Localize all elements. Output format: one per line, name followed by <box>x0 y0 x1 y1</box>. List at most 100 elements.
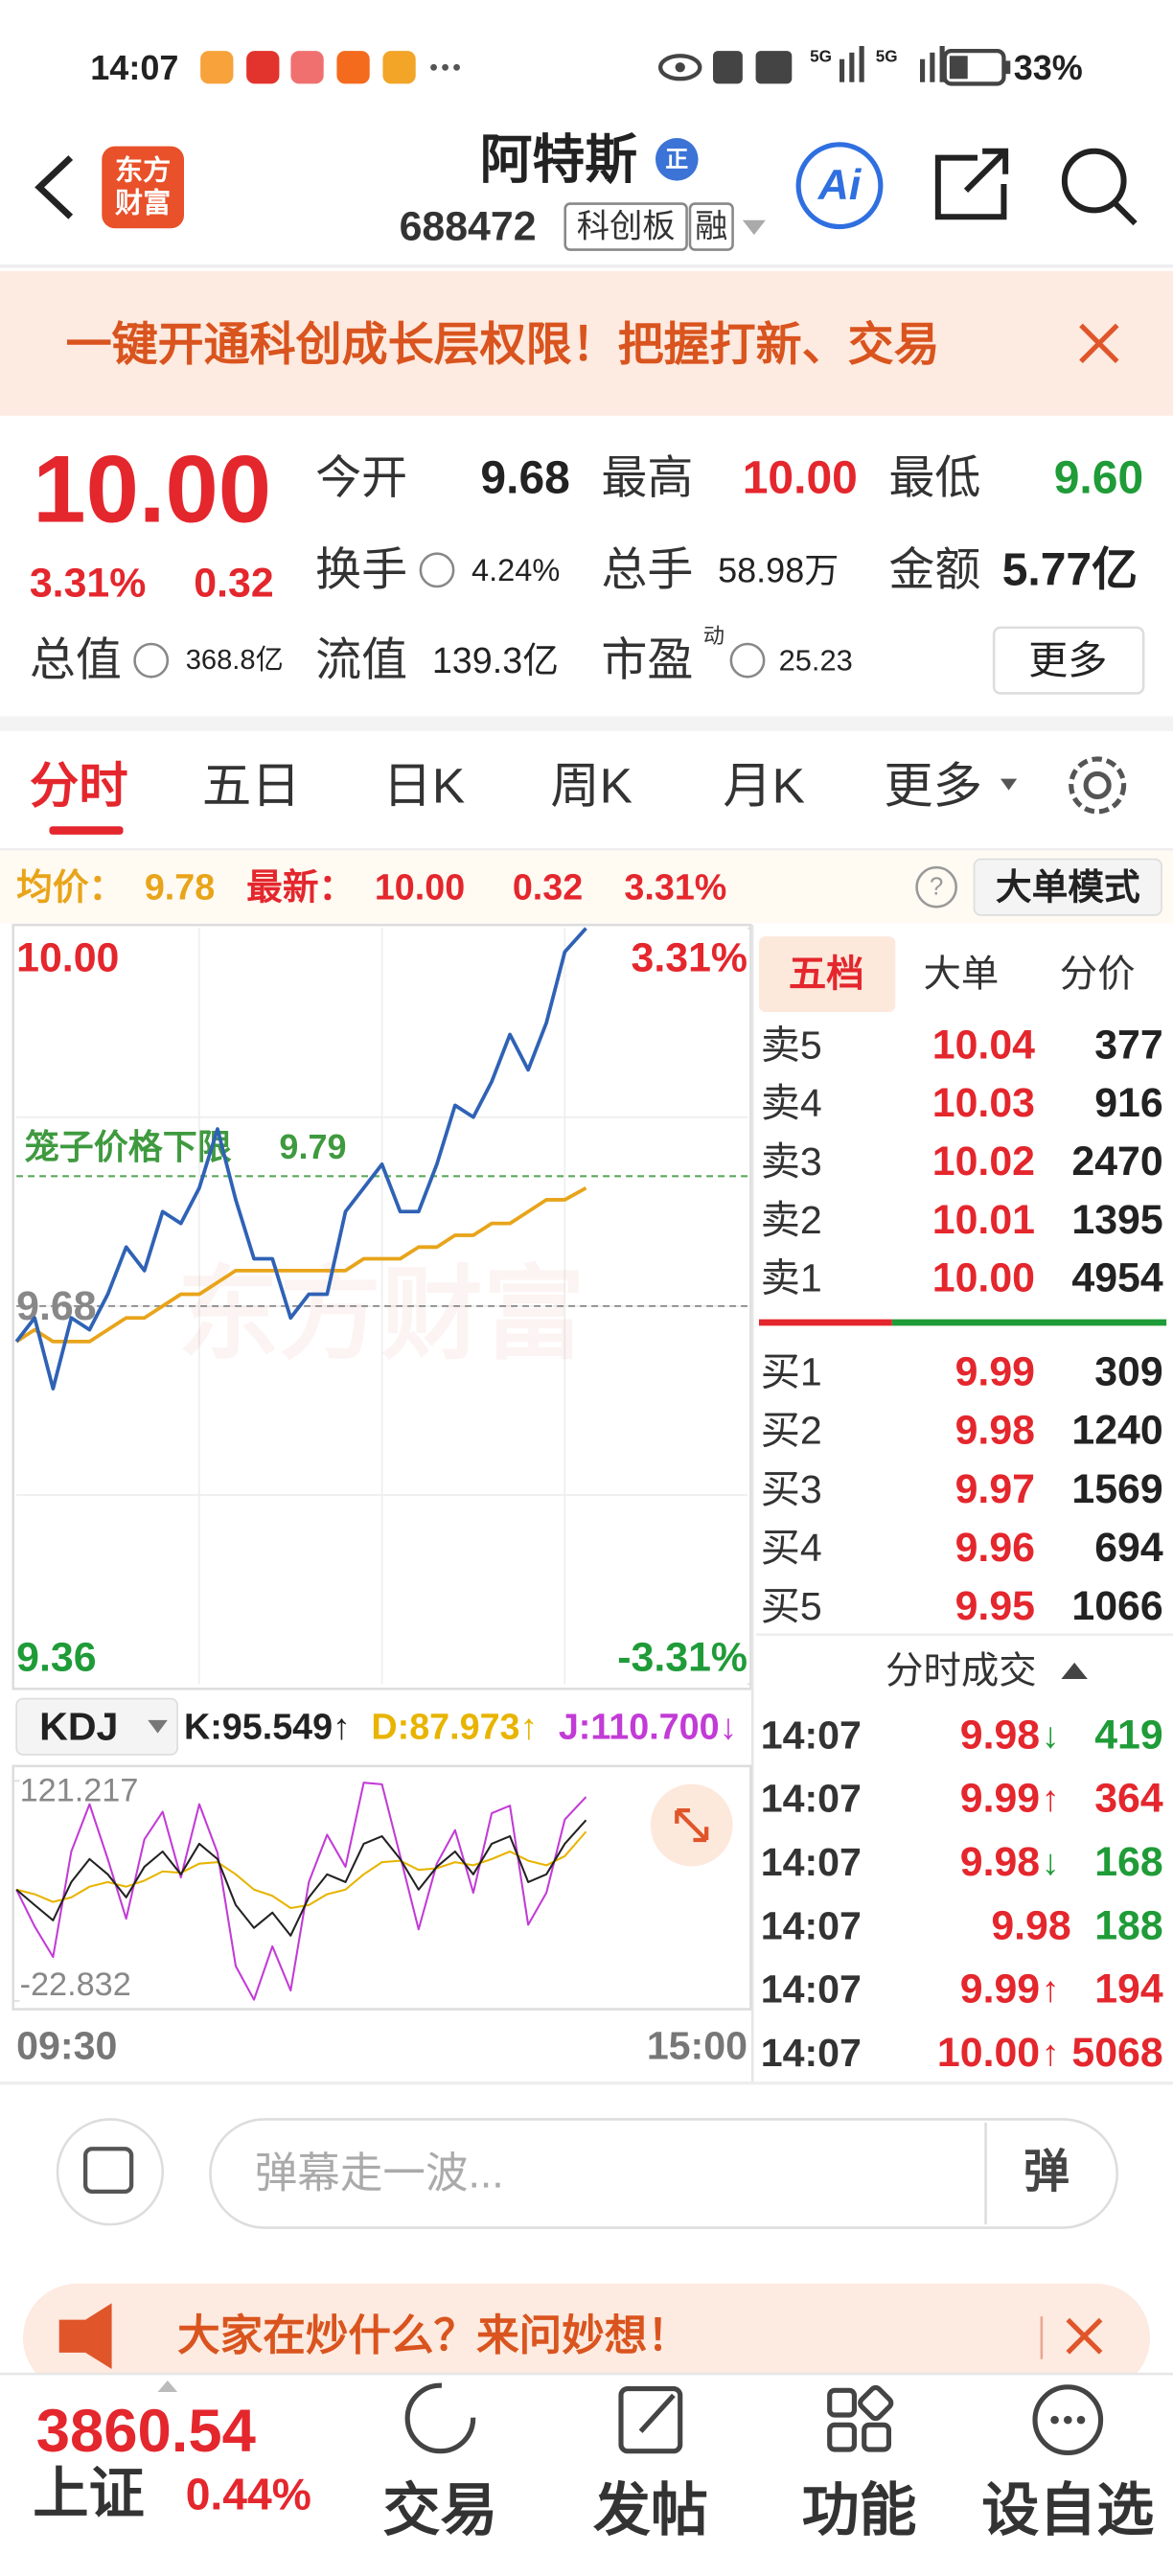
badge: 正 <box>665 147 688 172</box>
promo-close[interactable] <box>1066 2317 1103 2355</box>
field-value: 139.3亿 <box>432 640 559 680</box>
book-price: 10.00 <box>932 1255 1035 1301</box>
book-price: 9.98 <box>955 1408 1035 1454</box>
nav-item[interactable]: 设自选 <box>981 2478 1154 2542</box>
info-icon[interactable] <box>729 642 766 678</box>
cage-label: 笼子价格下限 <box>25 1127 232 1166</box>
expand-icon <box>675 1808 709 1843</box>
help[interactable]: ? <box>930 874 943 901</box>
index-value[interactable]: 3860.54 <box>36 2398 256 2465</box>
book-price: 9.95 <box>955 1583 1035 1629</box>
trade-price: 10.00 <box>937 2030 1040 2076</box>
nav-item[interactable]: 交易 <box>382 2478 497 2542</box>
series-line <box>14 927 587 1391</box>
book-tab[interactable]: 分价 <box>1060 954 1136 996</box>
book-label: 买5 <box>761 1584 822 1628</box>
book-tab[interactable]: 五档 <box>789 954 864 996</box>
index-name[interactable]: 上证 <box>33 2463 145 2525</box>
indicator-select[interactable] <box>15 1697 178 1756</box>
series-line <box>15 1185 587 1344</box>
dropdown-icon[interactable] <box>148 1719 168 1734</box>
x-tick-label: 15:00 <box>647 2023 748 2067</box>
book-tab[interactable]: 大单 <box>923 954 999 996</box>
field-label: 最低 <box>888 452 980 503</box>
field-label: 流值 <box>315 635 407 686</box>
book-volume: 309 <box>1094 1348 1162 1394</box>
more-button[interactable] <box>992 626 1145 695</box>
trade-price: 9.98 <box>960 1712 1040 1758</box>
expand-icon[interactable] <box>157 2380 178 2392</box>
tab[interactable]: 更多 <box>884 757 982 813</box>
book-volume: 1395 <box>1071 1197 1162 1243</box>
network: 5G <box>876 46 898 65</box>
x-tick-label: 09:30 <box>16 2023 117 2067</box>
trade-arrow: ↓ <box>1042 1842 1060 1882</box>
comment-icon-button[interactable] <box>56 2118 164 2226</box>
share-button[interactable] <box>934 148 1009 220</box>
search-button[interactable] <box>1061 148 1138 226</box>
banner-close[interactable] <box>1079 323 1119 363</box>
dropdown-icon[interactable] <box>742 219 766 236</box>
ai-label[interactable]: Ai <box>817 162 862 209</box>
y-tick-label: 10.00 <box>16 934 119 980</box>
tab[interactable]: 周K <box>550 757 632 813</box>
sort-icon[interactable] <box>1061 1662 1088 1679</box>
latest-pct: 3.31% <box>624 867 726 908</box>
nav-item[interactable]: 功能 <box>802 2478 917 2542</box>
trades-title[interactable]: 分时成交 <box>886 1649 1037 1691</box>
tab[interactable]: 分时 <box>30 757 128 813</box>
book-label: 买4 <box>761 1526 822 1570</box>
avg-value: 9.78 <box>145 867 215 908</box>
field-value: 9.60 <box>1054 452 1143 503</box>
promo-bg[interactable] <box>23 2283 1150 2392</box>
app-logo[interactable] <box>102 146 184 229</box>
book-label: 买3 <box>761 1467 822 1511</box>
indicator-title[interactable]: KDJ <box>39 1705 118 1749</box>
field-label: 市盈 <box>601 635 693 686</box>
badge-icon <box>656 138 699 181</box>
field-value: 10.00 <box>743 452 858 503</box>
banner-bg[interactable] <box>0 270 1173 416</box>
danmaku-button[interactable]: 弹 <box>1024 2147 1070 2197</box>
dot <box>1050 2415 1059 2425</box>
mode-button[interactable]: 大单模式 <box>996 867 1140 908</box>
trade-volume: 419 <box>1094 1712 1162 1758</box>
info-icon[interactable] <box>419 552 455 588</box>
trade-arrow: ↓ <box>1042 1714 1060 1755</box>
dropdown-icon[interactable] <box>1000 778 1018 791</box>
index-change[interactable]: 0.44% <box>186 2469 311 2518</box>
dot <box>1064 2415 1072 2425</box>
help-icon[interactable] <box>915 865 957 908</box>
back-button[interactable] <box>34 155 74 219</box>
latest-label: 最新： <box>246 867 355 908</box>
field-label: 总值 <box>30 635 122 686</box>
book-price: 10.02 <box>932 1138 1035 1184</box>
more-button[interactable]: 更多 <box>1028 638 1107 682</box>
tab[interactable]: 日K <box>382 757 465 813</box>
last-price: 10.00 <box>33 436 271 542</box>
book-volume: 916 <box>1094 1080 1162 1126</box>
comment-input[interactable] <box>209 2118 1118 2229</box>
trade-volume: 194 <box>1094 1966 1163 2012</box>
tab[interactable]: 五日 <box>202 757 301 813</box>
tab[interactable]: 月K <box>723 757 805 813</box>
field-value: 368.8亿 <box>186 644 284 676</box>
settings-button[interactable] <box>1069 756 1127 815</box>
promo-text[interactable]: 大家在炒什么？来问妙想！ <box>177 2312 690 2359</box>
trade-time: 14:07 <box>761 1967 862 2012</box>
trade-volume: 168 <box>1094 1839 1162 1885</box>
ai-button[interactable] <box>795 142 884 230</box>
book-label: 卖1 <box>761 1256 822 1300</box>
board-tag: 科创板 <box>577 209 676 245</box>
comment-placeholder[interactable]: 弹幕走一波... <box>255 2150 504 2196</box>
info-icon[interactable] <box>133 642 170 678</box>
latest-value: 10.00 <box>375 867 465 908</box>
tab-bg[interactable] <box>759 936 896 1012</box>
nav-item[interactable]: 发帖 <box>593 2478 708 2542</box>
trade-volume: 364 <box>1094 1776 1163 1822</box>
mode-button[interactable] <box>973 858 1162 916</box>
trade-time: 14:07 <box>761 2031 862 2075</box>
banner-text[interactable]: 一键开通科创成长层权限！把握打新、交易 <box>66 319 940 370</box>
field-value: 58.98万 <box>718 550 839 589</box>
